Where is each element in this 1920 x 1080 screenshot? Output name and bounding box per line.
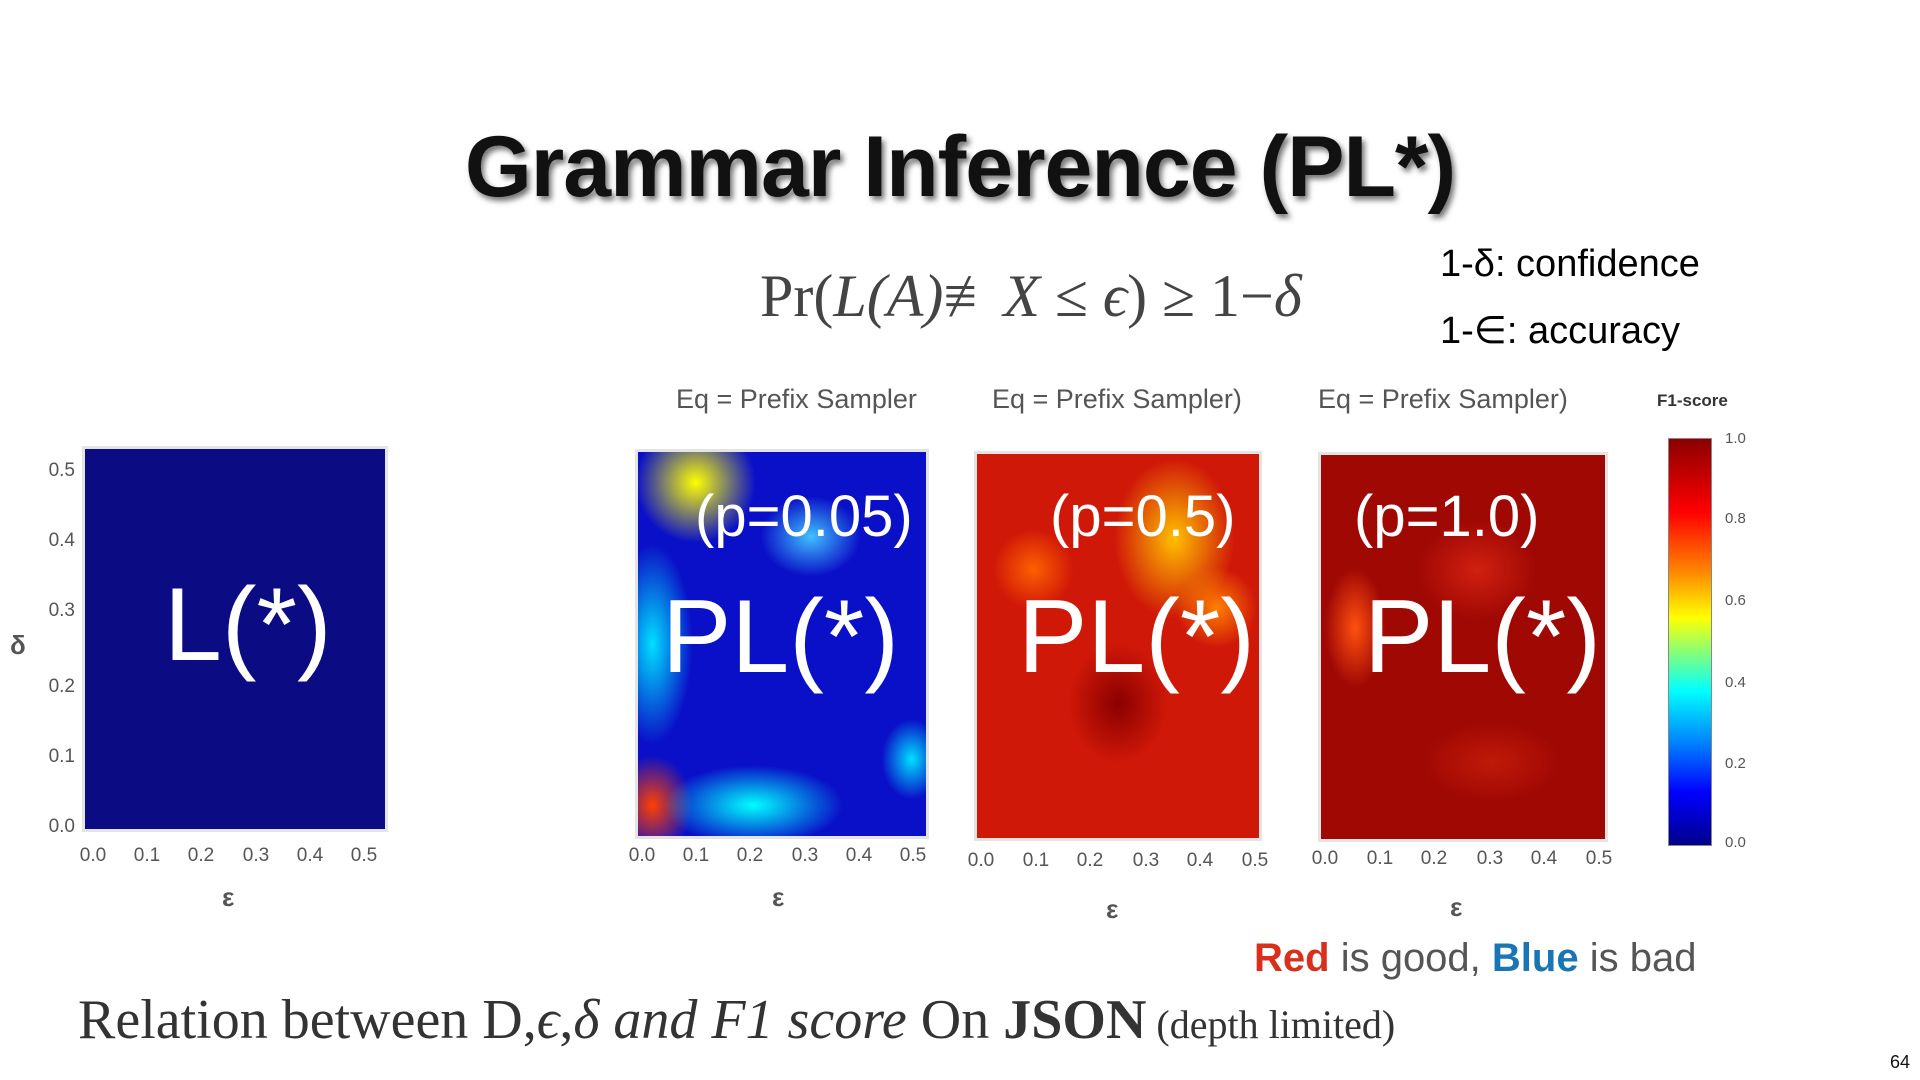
plot-2-overlay-p: (p=0.05) bbox=[695, 484, 913, 549]
formula-x: X bbox=[1003, 263, 1040, 329]
heatmap-p005 bbox=[635, 449, 929, 839]
caption-italic: and F1 score bbox=[599, 989, 907, 1051]
colorbar-tick: 0.0 bbox=[1725, 834, 1746, 851]
formula-pr: Pr( bbox=[760, 263, 834, 329]
caption-comma: , bbox=[559, 989, 574, 1051]
y-tick: 0.2 bbox=[48, 676, 75, 697]
x-tick: 0.2 bbox=[187, 845, 215, 866]
x-tick: 0.3 bbox=[791, 845, 819, 866]
y-tick: 0.4 bbox=[48, 530, 75, 551]
formula-rest: ) ≥ 1− bbox=[1127, 263, 1274, 329]
x-tick: 0.1 bbox=[682, 845, 710, 866]
x-tick: 0.3 bbox=[1476, 848, 1504, 869]
page-number: 64 bbox=[1890, 1052, 1911, 1072]
plot-4-eq-label: Eq = Prefix Sampler) bbox=[1318, 384, 1568, 414]
colorbar-tick: 0.8 bbox=[1725, 510, 1746, 527]
plot-3-overlay-p: (p=0.5) bbox=[1050, 484, 1236, 549]
plot-2-eq-label: Eq = Prefix Sampler bbox=[676, 384, 917, 414]
color-meaning-note: Red is good, Blue is bad bbox=[1254, 936, 1696, 981]
y-axis-label: δ bbox=[10, 630, 26, 660]
x-tick: 0.2 bbox=[736, 845, 764, 866]
x-tick: 0.0 bbox=[79, 845, 107, 866]
formula-delta: δ bbox=[1273, 263, 1302, 329]
note-blue: Blue bbox=[1491, 936, 1579, 980]
x-axis-label: ε bbox=[222, 882, 235, 912]
plot-4-overlay-p: (p=1.0) bbox=[1354, 484, 1540, 549]
colorbar-tick: 1.0 bbox=[1725, 430, 1746, 447]
x-tick: 0.1 bbox=[1366, 848, 1394, 869]
x-tick: 0.3 bbox=[1132, 850, 1160, 871]
x-tick: 0.4 bbox=[1530, 848, 1558, 869]
x-tick: 0.5 bbox=[350, 845, 378, 866]
caption-on: On bbox=[906, 989, 1004, 1051]
colorbar-tick: 0.6 bbox=[1725, 592, 1746, 609]
plot-3-overlay-label: PL(*) bbox=[1018, 579, 1255, 695]
x-tick: 0.4 bbox=[845, 845, 873, 866]
x-tick: 0.4 bbox=[296, 845, 324, 866]
x-tick: 0.5 bbox=[1585, 848, 1613, 869]
colorbar-tick: 0.2 bbox=[1725, 755, 1746, 772]
colorbar bbox=[1668, 438, 1712, 846]
y-tick: 0.0 bbox=[48, 816, 75, 837]
y-tick: 0.5 bbox=[48, 460, 75, 481]
formula-la: L(A) bbox=[833, 263, 944, 329]
formula-eps: ϵ bbox=[1102, 263, 1128, 329]
x-tick: 0.1 bbox=[1022, 850, 1050, 871]
y-tick: 0.3 bbox=[48, 600, 75, 621]
note-mid: is good, bbox=[1329, 936, 1492, 980]
x-tick: 0.5 bbox=[1241, 850, 1269, 871]
plot-3-eq-label: Eq = Prefix Sampler) bbox=[992, 384, 1242, 414]
heatmap-l-star bbox=[82, 446, 388, 832]
x-tick: 0.5 bbox=[899, 845, 927, 866]
x-tick: 0.0 bbox=[1311, 848, 1339, 869]
probability-formula: Pr(L(A)≢X ≤ ϵ) ≥ 1−δ bbox=[760, 262, 1302, 331]
x-tick: 0.2 bbox=[1420, 848, 1448, 869]
plot-4-overlay-label: PL(*) bbox=[1364, 579, 1601, 695]
plot-2-overlay-label: PL(*) bbox=[662, 579, 899, 695]
legend-accuracy: 1-∈: accuracy bbox=[1440, 310, 1681, 352]
note-red: Red bbox=[1254, 936, 1330, 980]
slide-caption: Relation between D,ϵ,δ and F1 score On J… bbox=[78, 988, 1395, 1052]
note-end: is bad bbox=[1578, 936, 1697, 980]
x-axis-label: ε bbox=[1450, 892, 1463, 922]
legend-confidence: 1-δ: confidence bbox=[1440, 243, 1700, 285]
x-tick: 0.0 bbox=[628, 845, 656, 866]
x-tick: 0.3 bbox=[242, 845, 270, 866]
colorbar-tick: 0.4 bbox=[1725, 674, 1746, 691]
formula-neq: ≢ bbox=[943, 263, 1004, 329]
caption-part1: Relation between D, bbox=[78, 989, 537, 1051]
heatmap-p05 bbox=[974, 451, 1262, 841]
x-tick: 0.0 bbox=[967, 850, 995, 871]
caption-eps: ϵ bbox=[536, 989, 560, 1051]
colorbar-title: F1-score bbox=[1657, 391, 1728, 410]
caption-paren: (depth limited) bbox=[1146, 1002, 1396, 1047]
caption-delta: δ bbox=[573, 989, 600, 1051]
formula-le: ≤ bbox=[1039, 263, 1103, 329]
x-tick: 0.4 bbox=[1186, 850, 1214, 871]
plot-1-overlay-label: L(*) bbox=[164, 567, 332, 683]
caption-json: JSON bbox=[1003, 989, 1147, 1051]
x-axis-label: ε bbox=[772, 882, 785, 912]
y-tick: 0.1 bbox=[48, 746, 75, 767]
x-tick: 0.1 bbox=[133, 845, 161, 866]
heatmap-p10 bbox=[1318, 452, 1608, 842]
x-axis-label: ε bbox=[1106, 894, 1119, 924]
slide-title: Grammar Inference (PL*) bbox=[464, 119, 1456, 215]
x-tick: 0.2 bbox=[1076, 850, 1104, 871]
